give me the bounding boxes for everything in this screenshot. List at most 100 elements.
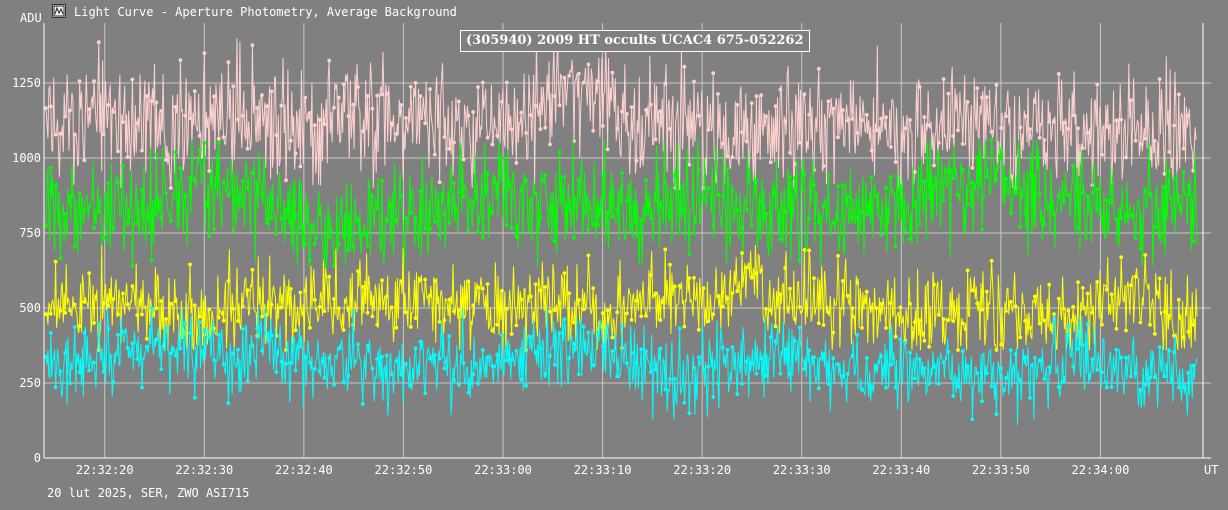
- data-point: [341, 380, 346, 385]
- data-point: [773, 104, 778, 108]
- data-point: [754, 371, 759, 376]
- data-point: [917, 84, 922, 89]
- data-point: [989, 258, 994, 263]
- data-point: [898, 337, 903, 342]
- data-point: [360, 402, 365, 406]
- data-point: [740, 251, 744, 255]
- data-point: [284, 178, 288, 183]
- data-point: [864, 356, 869, 360]
- data-point: [144, 214, 149, 219]
- data-point: [44, 223, 48, 228]
- data-point: [236, 319, 240, 323]
- data-point: [432, 152, 437, 157]
- data-point: [764, 307, 768, 311]
- data-point: [1085, 130, 1090, 135]
- data-point: [893, 334, 898, 339]
- data-point: [471, 303, 476, 308]
- data-point: [711, 223, 716, 228]
- data-point: [389, 121, 394, 126]
- data-point: [624, 112, 629, 116]
- data-point: [802, 172, 807, 177]
- data-point: [135, 121, 140, 125]
- data-point: [1172, 177, 1176, 182]
- data-point: [629, 105, 634, 109]
- light-curve-app-icon[interactable]: [52, 4, 66, 18]
- data-point: [869, 148, 874, 153]
- data-point: [960, 321, 965, 326]
- data-point: [1018, 225, 1023, 229]
- data-point: [466, 390, 471, 395]
- data-point: [783, 119, 788, 124]
- data-point: [1047, 282, 1052, 287]
- data-point: [346, 306, 351, 311]
- data-point: [687, 411, 692, 416]
- data-point: [322, 122, 327, 127]
- data-point: [908, 236, 912, 241]
- data-point: [624, 361, 629, 365]
- data-point: [130, 77, 135, 82]
- data-point: [596, 330, 600, 334]
- data-point: [1114, 327, 1119, 331]
- data-point: [356, 342, 360, 347]
- data-point: [1023, 355, 1028, 360]
- data-point: [375, 322, 380, 327]
- data-point: [1128, 213, 1133, 218]
- data-point: [226, 401, 231, 406]
- data-point: [279, 103, 284, 108]
- data-point: [927, 195, 932, 200]
- data-point: [188, 116, 192, 120]
- data-point: [1157, 233, 1162, 238]
- data-point: [72, 132, 77, 137]
- data-point: [197, 147, 202, 152]
- data-point: [125, 345, 130, 350]
- data-point: [106, 326, 111, 331]
- data-point: [1119, 255, 1124, 260]
- x-tick-label: 22:33:50: [972, 463, 1030, 477]
- data-point: [1071, 113, 1076, 118]
- data-point: [754, 271, 759, 275]
- data-point: [495, 322, 500, 327]
- data-point: [207, 335, 212, 340]
- data-point: [581, 307, 586, 312]
- data-point: [1090, 357, 1095, 361]
- data-point: [740, 130, 744, 135]
- data-point: [288, 361, 293, 366]
- data-point: [538, 288, 543, 293]
- data-point: [543, 173, 548, 177]
- data-point: [1028, 396, 1032, 400]
- data-point: [730, 155, 735, 160]
- data-point: [418, 94, 423, 98]
- data-point: [874, 364, 879, 369]
- data-point: [1056, 194, 1061, 199]
- data-point: [408, 84, 413, 89]
- data-point: [394, 132, 399, 136]
- data-point: [984, 289, 989, 294]
- data-point: [658, 318, 663, 322]
- x-tick-label: 22:32:20: [76, 463, 134, 477]
- data-point: [903, 341, 908, 345]
- data-point: [500, 288, 504, 293]
- data-point: [332, 264, 336, 268]
- data-point: [1172, 123, 1176, 128]
- data-point: [375, 93, 380, 98]
- data-point: [82, 208, 87, 213]
- data-point: [624, 198, 629, 203]
- data-point: [154, 306, 159, 311]
- data-point: [576, 71, 581, 76]
- data-point: [476, 381, 480, 386]
- data-point: [92, 79, 96, 84]
- data-point: [687, 252, 692, 256]
- data-point: [135, 221, 140, 226]
- data-point: [485, 171, 490, 176]
- data-point: [120, 329, 125, 334]
- data-point: [461, 157, 466, 162]
- data-point: [912, 170, 917, 174]
- data-point: [183, 321, 188, 326]
- data-point: [101, 301, 106, 306]
- data-point: [975, 371, 980, 376]
- data-point: [831, 106, 836, 111]
- data-point: [912, 376, 917, 381]
- series-line: [45, 139, 1198, 267]
- data-point: [855, 281, 860, 285]
- data-point: [788, 286, 792, 291]
